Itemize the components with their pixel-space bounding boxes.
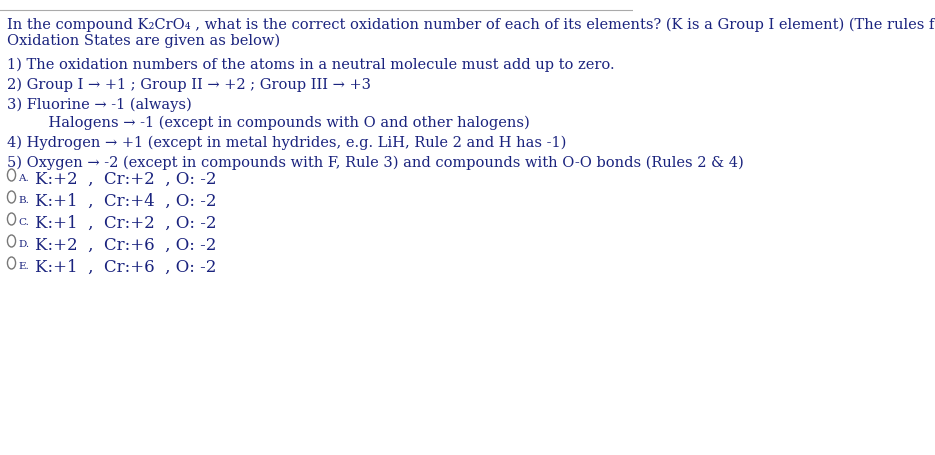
- Text: K:+1  ,  Cr:+2  , O: -2: K:+1 , Cr:+2 , O: -2: [36, 214, 217, 232]
- Text: 3) Fluorine → -1 (always): 3) Fluorine → -1 (always): [7, 98, 192, 112]
- Text: K:+1  ,  Cr:+4  , O: -2: K:+1 , Cr:+4 , O: -2: [36, 192, 217, 210]
- Text: B.: B.: [19, 196, 29, 205]
- Text: 5) Oxygen → -2 (except in compounds with F, Rule 3) and compounds with O-O bonds: 5) Oxygen → -2 (except in compounds with…: [7, 156, 743, 170]
- Text: 4) Hydrogen → +1 (except in metal hydrides, e.g. LiH, Rule 2 and H has -1): 4) Hydrogen → +1 (except in metal hydrid…: [7, 136, 566, 150]
- Text: K:+1  ,  Cr:+6  , O: -2: K:+1 , Cr:+6 , O: -2: [36, 258, 217, 275]
- Text: In the compound K₂CrO₄ , what is the correct oxidation number of each of its ele: In the compound K₂CrO₄ , what is the cor…: [7, 18, 935, 32]
- Text: D.: D.: [19, 239, 29, 248]
- Text: K:+2  ,  Cr:+6  , O: -2: K:+2 , Cr:+6 , O: -2: [36, 237, 217, 253]
- Text: K:+2  ,  Cr:+2  , O: -2: K:+2 , Cr:+2 , O: -2: [36, 171, 217, 187]
- Text: A.: A.: [19, 174, 29, 182]
- Text: E.: E.: [19, 262, 29, 270]
- Text: Halogens → -1 (except in compounds with O and other halogens): Halogens → -1 (except in compounds with …: [31, 116, 530, 130]
- Text: 1) The oxidation numbers of the atoms in a neutral molecule must add up to zero.: 1) The oxidation numbers of the atoms in…: [7, 58, 614, 72]
- Text: Oxidation States are given as below): Oxidation States are given as below): [7, 34, 280, 48]
- Text: 2) Group I → +1 ; Group II → +2 ; Group III → +3: 2) Group I → +1 ; Group II → +2 ; Group …: [7, 78, 371, 92]
- Text: C.: C.: [19, 217, 29, 227]
